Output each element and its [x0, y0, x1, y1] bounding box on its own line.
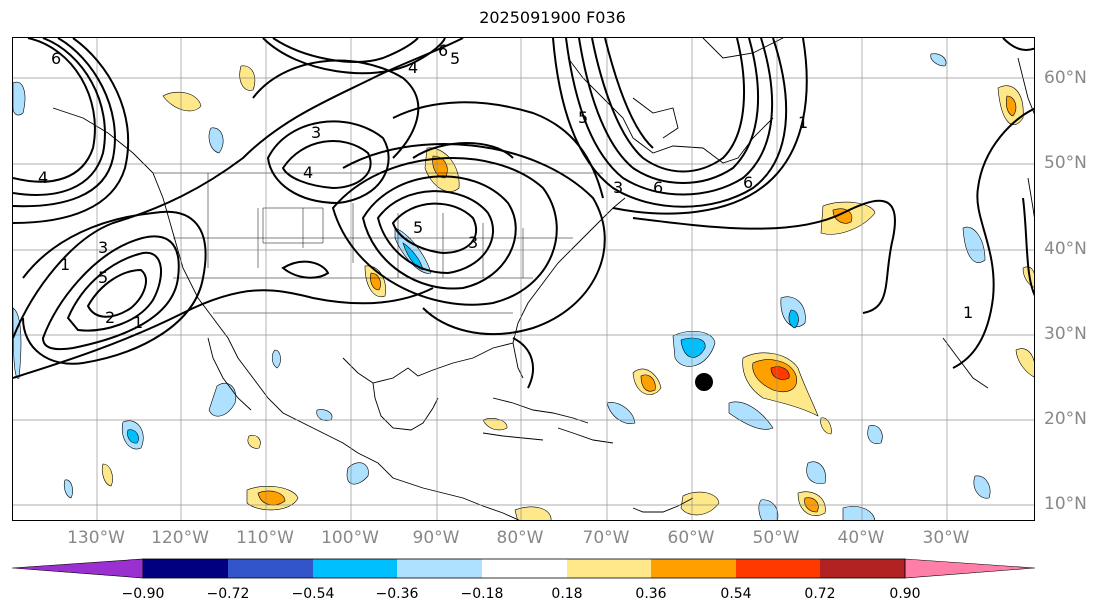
colorbar-segment: [11, 558, 144, 579]
contour-label: 2: [105, 308, 115, 327]
lon-label: 100°W: [321, 528, 379, 548]
lon-label: 60°W: [667, 528, 715, 548]
lat-label: 30°N: [1044, 324, 1087, 344]
contour-labels: 6 6 4 5 3 1 3 5 1 2 4 3 5 4 1 6 5 3 6 1: [38, 41, 973, 332]
colorbar-segment: [228, 559, 313, 578]
lat-label: 10°N: [1044, 494, 1087, 514]
contour-label: 6: [743, 173, 753, 192]
contour-label: 4: [38, 168, 48, 187]
contour-label: 6: [51, 49, 61, 68]
map-panel: 6 6 4 5 3 1 3 5 1 2 4 3 5 4 1 6 5 3 6 1: [12, 37, 1035, 521]
state-borders: [153, 172, 603, 314]
contour-label: 1: [963, 303, 973, 322]
colorbar: [11, 558, 1036, 579]
contour-label: 3: [468, 233, 478, 252]
lat-label: 20°N: [1044, 409, 1087, 429]
lon-label: 80°W: [496, 528, 544, 548]
colorbar-tick: −0.72: [206, 586, 250, 602]
contour-label: 5: [578, 108, 588, 127]
colorbar-tick: 0.54: [720, 586, 752, 602]
map-canvas: 6 6 4 5 3 1 3 5 1 2 4 3 5 4 1 6 5 3 6 1: [13, 38, 1034, 520]
contour-label: 3: [311, 123, 321, 142]
lon-label: 40°W: [837, 528, 885, 548]
colorbar-segment: [313, 559, 397, 578]
colorbar-tick: −0.90: [121, 586, 165, 602]
lon-label: 130°W: [67, 528, 125, 548]
colorbar-segment: [651, 559, 736, 578]
colorbar-segment: [736, 559, 820, 578]
colorbar-segment: [567, 559, 651, 578]
colorbar-tick: 0.72: [804, 586, 836, 602]
colorbar-segment: [143, 559, 228, 578]
contour-label: 5: [450, 49, 460, 68]
colorbar-segment: [820, 559, 905, 578]
lat-label: 40°N: [1044, 239, 1087, 259]
lon-label: 70°W: [582, 528, 630, 548]
contour-label: 3: [613, 178, 623, 197]
colorbar-segment: [904, 558, 1036, 579]
colorbar-tick: −0.36: [375, 586, 419, 602]
coastlines: [52, 38, 1034, 520]
contour-label: 6: [653, 178, 663, 197]
colorbar-tick: −0.54: [291, 586, 335, 602]
colorbar-tick: 0.90: [889, 586, 921, 602]
contour-label: 6: [438, 41, 448, 60]
lat-label: 60°N: [1044, 68, 1087, 88]
colorbar-tick: 0.36: [635, 586, 667, 602]
graticule: [13, 38, 1034, 520]
lon-label: 110°W: [236, 528, 294, 548]
contour-label: 4: [408, 58, 418, 77]
contour-label: 1: [798, 113, 808, 132]
lat-label: 50°N: [1044, 153, 1087, 173]
lon-label: 30°W: [922, 528, 970, 548]
colorbar-tick: 0.18: [551, 586, 583, 602]
contour-label: 5: [413, 218, 423, 237]
lon-label: 120°W: [151, 528, 209, 548]
lon-label: 90°W: [412, 528, 460, 548]
shaded-anomalies: [13, 53, 1034, 520]
contour-label: 1: [133, 313, 143, 332]
colorbar-outline: [142, 558, 906, 579]
colorbar-segment: [397, 559, 482, 578]
contour-label: 3: [98, 238, 108, 257]
contour-label: 1: [60, 255, 70, 274]
storm-center-dot: [695, 373, 713, 391]
lon-label: 50°W: [752, 528, 800, 548]
colorbar-tick: −0.18: [460, 586, 504, 602]
contour-lines: [13, 38, 1034, 389]
map-title: 2025091900 F036: [479, 8, 626, 27]
contour-label: 5: [98, 268, 108, 287]
colorbar-segment: [482, 559, 567, 578]
contour-label: 4: [303, 163, 313, 182]
